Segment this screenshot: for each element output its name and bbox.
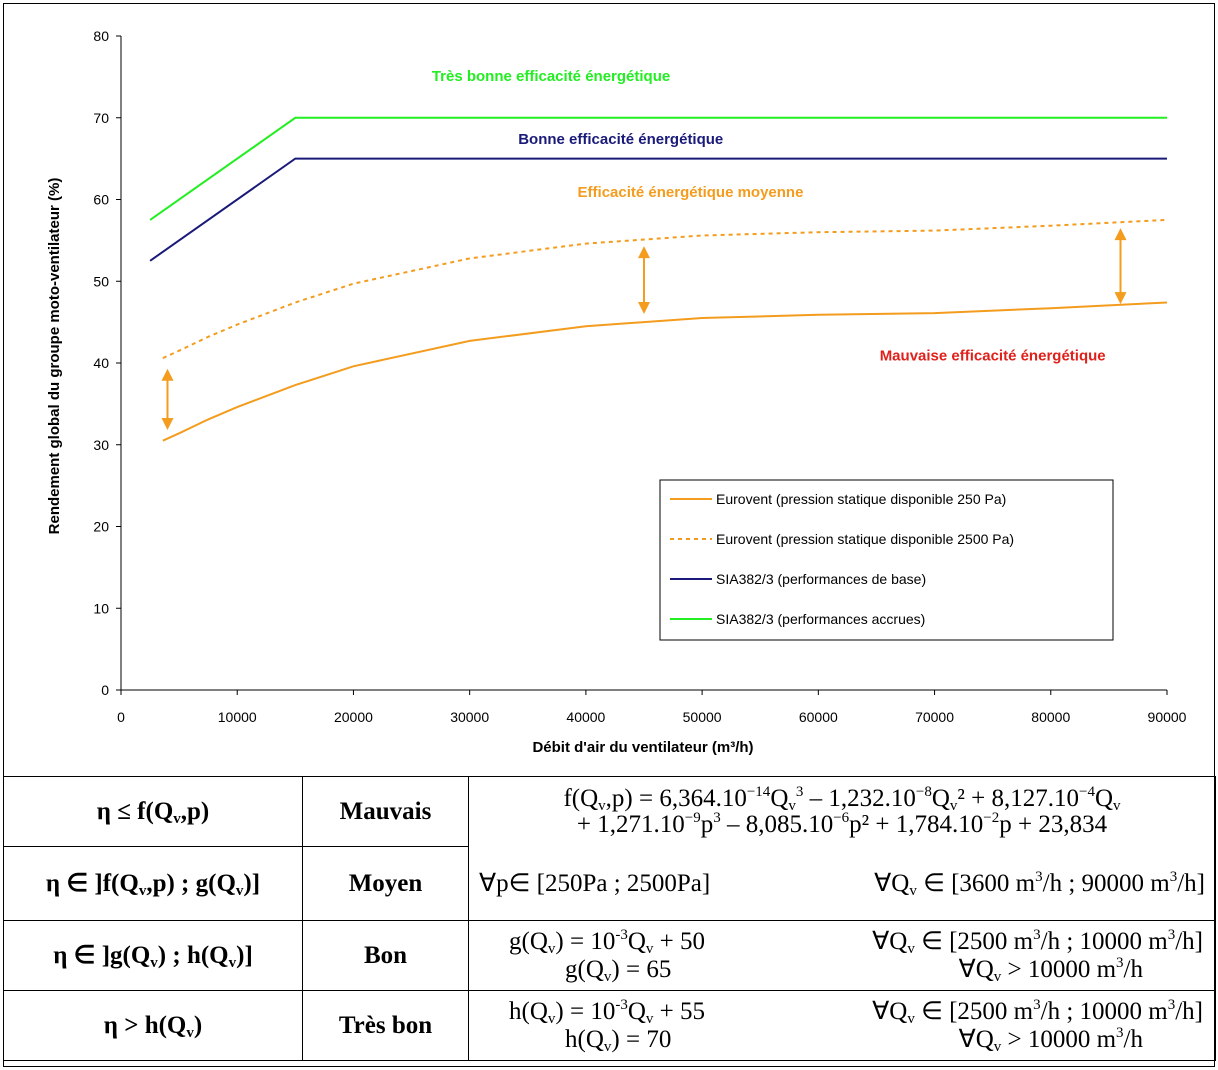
efficiency-classes-table: η ≤ f(Qv,p) Mauvais f(Qv,p) = 6,364.10−1… <box>3 775 1216 1061</box>
series-line <box>162 301 1168 442</box>
y-axis-label: Rendement global du groupe moto-ventilat… <box>46 178 63 535</box>
h-formula-cell: h(Qv) = 10-3Qv + 55 ∀Qv ∈ [2500 m3/h ; 10… <box>468 990 1216 1061</box>
double-arrow <box>161 368 174 431</box>
zone-annotation: Bonne efficacité énergétique <box>518 131 723 148</box>
legend-label: SIA382/3 (performances accrues) <box>716 611 925 627</box>
level-cell: Moyen <box>302 846 469 921</box>
legend-label: Eurovent (pression statique disponible 2… <box>716 491 1006 507</box>
f-domain-p: ∀p∈ [250Pa ; 2500Pa] <box>479 869 711 897</box>
g-formula-cell: g(Qv) = 10-3Qv + 50 ∀Qv ∈ [2500 m3/h ; 10… <box>468 920 1216 991</box>
legend: Eurovent (pression statique disponible 2… <box>659 479 1114 641</box>
arrow-head-up <box>161 368 174 381</box>
g-domain1: ∀Qv ∈ [2500 m3/h ; 10000 m3/h] <box>872 926 1203 957</box>
x-tick-label: 60000 <box>799 709 838 725</box>
series-lines <box>149 116 1168 442</box>
x-tick-label: 30000 <box>450 709 489 725</box>
x-tick-label: 20000 <box>334 709 373 725</box>
series-line <box>149 116 1167 221</box>
x-tick-label: 90000 <box>1148 709 1187 725</box>
f-domain-q: ∀Qv ∈ [3600 m3/h ; 90000 m3/h] <box>874 868 1205 899</box>
series-line <box>149 157 1167 262</box>
figure-frame <box>3 3 1215 1067</box>
arrow-head-down <box>161 418 174 431</box>
y-tick-label: 80 <box>93 28 109 44</box>
double-arrow <box>638 246 650 314</box>
y-tick-label: 10 <box>93 600 109 616</box>
x-tick-label: 10000 <box>218 709 257 725</box>
axes: 0 10 20 30 40 50 60 70 80 0 10000 20000 30000 40000 50… <box>93 28 1186 725</box>
h-line2: h(Qv) = 70 <box>565 1025 672 1055</box>
x-tick-label: 80000 <box>1031 709 1070 725</box>
arrow-head-down <box>638 301 650 314</box>
y-tick-label: 40 <box>93 355 109 371</box>
g-domain2: ∀Qv > 10000 m3/h <box>958 954 1143 985</box>
f-formula-line1: f(Qv,p) = 6,364.10−14Qv3 – 1,232.10−8Qv²… <box>563 784 1121 814</box>
g-line2: g(Qv) = 65 <box>565 955 672 985</box>
level-cell: Très bon <box>302 990 469 1061</box>
y-tick-label: 70 <box>93 110 109 126</box>
arrow-head-down <box>1114 292 1127 305</box>
double-arrow <box>1114 228 1127 305</box>
condition-cell: η ∈ ]f(Qv,p) ; g(Qv)] <box>3 846 303 921</box>
level-cell: Bon <box>302 920 469 991</box>
table-row: η ∈ ]f(Qv,p) ; g(Qv)] Moyen <box>3 846 1216 921</box>
x-tick-label: 50000 <box>683 709 722 725</box>
h-domain1: ∀Qv ∈ [2500 m3/h ; 10000 m3/h] <box>872 996 1203 1027</box>
zone-annotation: Très bonne efficacité énergétique <box>432 68 670 85</box>
x-tick-label: 70000 <box>915 709 954 725</box>
h-domain2: ∀Qv > 10000 m3/h <box>958 1024 1143 1055</box>
arrow-head-up <box>1114 228 1127 241</box>
zone-annotation: Mauvaise efficacité énergétique <box>880 348 1106 365</box>
condition-cell: η ∈ ]g(Qv) ; h(Qv)] <box>3 920 303 991</box>
series-line <box>162 218 1168 360</box>
y-tick-label: 50 <box>93 273 109 289</box>
table-row: η ≤ f(Qv,p) Mauvais f(Qv,p) = 6,364.10−1… <box>3 775 1216 921</box>
x-axis-label: Débit d'air du ventilateur (m³/h) <box>532 739 753 756</box>
f-formula-line2: + 1,271.10−9p3 – 8,085.10−6p² + 1,784.10… <box>576 810 1108 838</box>
legend-label: SIA382/3 (performances de base) <box>716 571 926 587</box>
y-tick-label: 30 <box>93 437 109 453</box>
h-line1: h(Qv) = 10-3Qv + 55 <box>509 996 705 1027</box>
x-tick-label: 40000 <box>566 709 605 725</box>
condition-cell: η ≤ f(Qv,p) <box>3 775 303 848</box>
y-tick-label: 20 <box>93 519 109 535</box>
table-row: η > h(Qv) Très bon h(Qv) = 10-3Qv + 55 ∀Q… <box>3 990 1216 1061</box>
table-row: η ∈ ]g(Qv) ; h(Qv)] Bon g(Qv) = 10-3Qv +… <box>3 920 1216 991</box>
y-tick-label: 0 <box>101 682 109 698</box>
zone-annotation: Efficacité énergétique moyenne <box>578 184 804 201</box>
g-line1: g(Qv) = 10-3Qv + 50 <box>509 926 705 957</box>
arrow-head-up <box>638 246 650 259</box>
f-formula-cell: f(Qv,p) = 6,364.10−14Qv3 – 1,232.10−8Qv²… <box>468 776 1216 921</box>
y-tick-label: 60 <box>93 192 109 208</box>
condition-cell: η > h(Qv) <box>3 990 303 1061</box>
legend-label: Eurovent (pression statique disponible 2… <box>716 531 1014 547</box>
level-cell: Mauvais <box>302 775 469 848</box>
efficiency-chart: 0 10 20 30 40 50 60 70 80 0 10000 20000 30000 40000 50… <box>46 28 1187 756</box>
legend-box <box>659 479 1114 641</box>
x-tick-label: 0 <box>117 709 125 725</box>
annotations: Très bonne efficacité énergétique Bonne e… <box>432 68 1106 365</box>
arrows <box>161 228 1127 431</box>
